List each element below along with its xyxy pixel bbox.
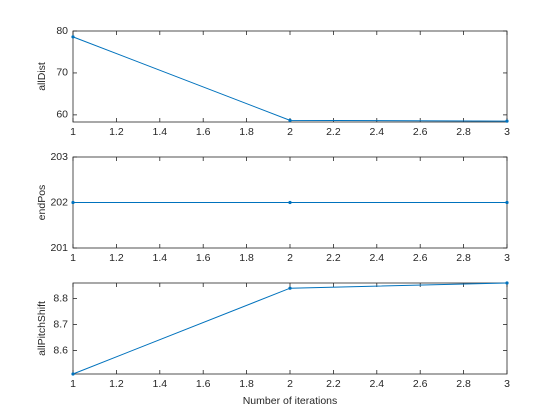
y-tick-label: 8.8 <box>53 292 68 304</box>
x-tick-label: 1.4 <box>152 126 167 138</box>
data-point <box>288 200 292 205</box>
x-tick-label: 2.4 <box>369 252 384 264</box>
data-point <box>71 372 75 376</box>
y-tick-label: 202 <box>50 196 68 208</box>
x-tick-label: 1.8 <box>239 252 254 264</box>
x-tick-label: 2.4 <box>369 126 384 138</box>
x-tick-label: 2 <box>287 126 293 138</box>
data-point <box>505 281 509 285</box>
x-tick-label: 1.6 <box>196 378 211 390</box>
x-tick-label: 1.4 <box>152 252 167 264</box>
x-tick-label: 3 <box>504 252 510 264</box>
y-axis-label: endPos <box>36 185 48 221</box>
y-tick-label: 70 <box>56 67 68 79</box>
data-point <box>288 286 292 290</box>
x-tick-label: 3 <box>504 126 510 138</box>
x-tick-label: 2 <box>287 252 293 264</box>
data-point <box>505 119 509 123</box>
axes-frame <box>72 282 508 375</box>
x-tick-label: 1 <box>70 126 76 138</box>
data-point <box>71 35 75 39</box>
x-tick-label: 1.8 <box>239 378 254 390</box>
x-tick-label: 2.8 <box>456 126 471 138</box>
x-tick-label: 2.8 <box>456 378 471 390</box>
x-tick-label: 2 <box>287 378 293 390</box>
x-tick-label: 1.2 <box>109 378 124 390</box>
x-tick-label: 2.2 <box>326 252 341 264</box>
x-tick-label: 2.2 <box>326 378 341 390</box>
y-tick-label: 8.6 <box>53 344 68 356</box>
x-tick-label: 1 <box>70 378 76 390</box>
x-tick-label: 2.6 <box>413 252 428 264</box>
y-axis-label: allDist <box>36 62 48 91</box>
data-point <box>71 200 75 205</box>
x-tick-label: 1.6 <box>196 126 211 138</box>
axes-frame <box>72 30 508 123</box>
x-tick-label: 1 <box>70 252 76 264</box>
y-tick-label: 80 <box>56 25 68 37</box>
x-tick-label: 2.8 <box>456 252 471 264</box>
y-tick-label: 8.7 <box>53 318 68 330</box>
y-tick-label: 201 <box>50 242 68 254</box>
x-tick-label: 1.2 <box>109 126 124 138</box>
x-tick-label: 1.4 <box>152 378 167 390</box>
y-tick-label: 203 <box>50 151 68 163</box>
data-point <box>505 200 509 205</box>
y-tick-label: 60 <box>56 109 68 121</box>
x-tick-label: 3 <box>504 378 510 390</box>
y-axis-label: allPitchShift <box>36 301 48 356</box>
x-tick-label: 2.6 <box>413 126 428 138</box>
x-tick-label: 2.6 <box>413 378 428 390</box>
x-tick-label: 1.8 <box>239 126 254 138</box>
x-tick-label: 2.2 <box>326 126 341 138</box>
x-tick-label: 1.2 <box>109 252 124 264</box>
data-point <box>288 118 292 122</box>
x-axis-label: Number of iterations <box>243 395 338 407</box>
x-tick-label: 1.6 <box>196 252 211 264</box>
x-tick-label: 2.4 <box>369 378 384 390</box>
